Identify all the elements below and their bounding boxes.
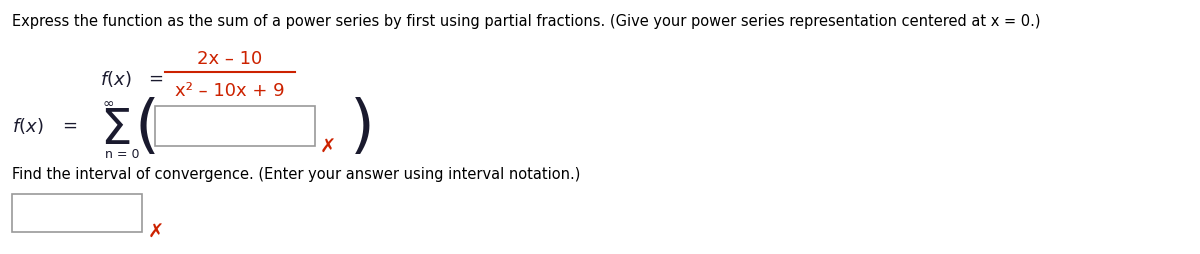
Text: Express the function as the sum of a power series by first using partial fractio: Express the function as the sum of a pow… [12, 14, 1040, 29]
Bar [12, 194, 142, 232]
Text: ): ) [350, 97, 374, 159]
Text: 2x – 10: 2x – 10 [197, 50, 263, 68]
Text: Find the interval of convergence. (Enter your answer using interval notation.): Find the interval of convergence. (Enter… [12, 167, 581, 182]
Text: n = 0: n = 0 [106, 148, 139, 161]
Text: $\Sigma$: $\Sigma$ [100, 106, 131, 154]
Text: ✗: ✗ [148, 223, 164, 242]
Text: ✗: ✗ [320, 137, 336, 156]
Text: x² – 10x + 9: x² – 10x + 9 [175, 82, 284, 100]
Text: ∞: ∞ [102, 97, 114, 111]
Text: $f(x)$: $f(x)$ [100, 69, 132, 89]
Bar [155, 106, 314, 146]
Text: =: = [62, 117, 77, 135]
Text: $f(x)$: $f(x)$ [12, 116, 43, 136]
Text: (: ( [134, 97, 160, 159]
Text: =: = [148, 70, 163, 88]
